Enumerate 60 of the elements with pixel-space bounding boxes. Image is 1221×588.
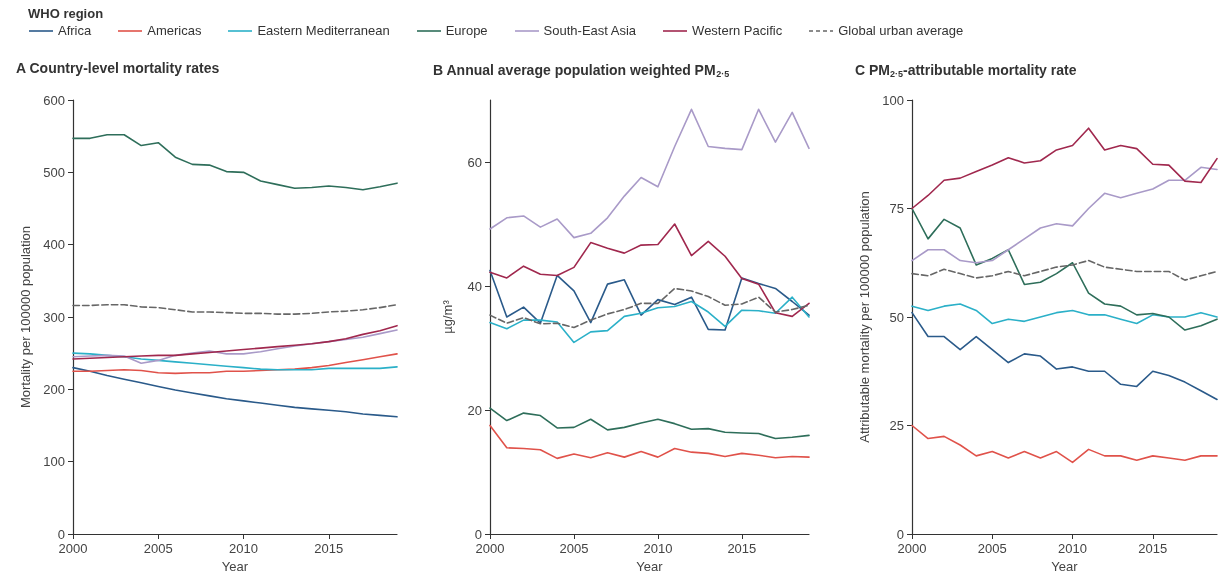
legend-label: Africa: [58, 23, 92, 38]
line-series: [489, 424, 810, 460]
legend-label: South-East Asia: [543, 23, 637, 38]
y-axis-title: µg/m³: [440, 299, 455, 334]
x-tick-label: 2005: [143, 541, 173, 556]
x-tick-label: 2015: [314, 541, 344, 556]
line-series: [489, 287, 810, 329]
y-tick-label: 0: [896, 526, 904, 542]
y-axis-title: Mortality per 100000 population: [18, 225, 34, 409]
legend-title: WHO region: [28, 6, 105, 21]
line-series: [911, 166, 1218, 264]
y-tick-label: 100: [882, 92, 904, 108]
y-tick-label: 60: [467, 154, 482, 170]
line-series: [72, 133, 398, 191]
line-series: [72, 366, 398, 418]
x-tick-label: 2000: [897, 541, 927, 556]
legend-label: Western Pacific: [692, 23, 783, 38]
line-series: [911, 259, 1218, 281]
y-tick-label: 200: [43, 381, 65, 397]
y-tick-label: 0: [474, 526, 482, 542]
chart-title: A Country-level mortality rates: [16, 60, 220, 76]
x-tick-label: 2015: [727, 541, 757, 556]
x-axis-title: Year: [636, 559, 664, 574]
line-series: [489, 296, 810, 344]
y-tick-label: 75: [889, 201, 904, 216]
y-tick-label: 0: [57, 526, 65, 542]
line-series: [911, 303, 1218, 325]
legend-label: Global urban average: [838, 23, 964, 38]
y-axis-title: Attributable mortality per 100000 population: [857, 191, 873, 443]
line-series: [72, 303, 398, 315]
y-tick-label: 400: [43, 237, 65, 253]
line-series: [911, 424, 1218, 464]
y-tick-label: 40: [467, 278, 482, 294]
line-series: [489, 407, 810, 440]
x-tick-label: 2010: [1058, 541, 1087, 556]
line-series: [489, 223, 810, 318]
legend-label: Eastern Mediterranean: [257, 23, 390, 38]
x-tick-label: 2015: [1138, 541, 1168, 556]
y-tick-label: 20: [467, 402, 482, 418]
y-tick-label: 100: [43, 454, 65, 470]
y-tick-label: 50: [889, 309, 904, 325]
x-tick-label: 2010: [229, 541, 258, 556]
legend-label: Americas: [147, 23, 202, 38]
x-tick-label: 2000: [475, 541, 505, 556]
legend-label: Europe: [445, 23, 488, 38]
line-series: [911, 207, 1218, 331]
x-tick-label: 2005: [977, 541, 1007, 556]
line-series: [489, 108, 810, 239]
y-tick-label: 500: [43, 164, 65, 180]
y-tick-label: 600: [43, 92, 65, 108]
x-tick-label: 2000: [58, 541, 88, 556]
y-tick-label: 25: [889, 418, 904, 433]
x-tick-label: 2010: [643, 541, 673, 556]
line-series: [489, 269, 810, 331]
line-series: [911, 127, 1218, 210]
x-axis-title: Year: [1051, 559, 1079, 574]
line-series: [911, 311, 1218, 401]
x-axis-title: Year: [221, 559, 249, 574]
y-tick-label: 300: [43, 309, 65, 325]
x-tick-label: 2005: [559, 541, 589, 556]
